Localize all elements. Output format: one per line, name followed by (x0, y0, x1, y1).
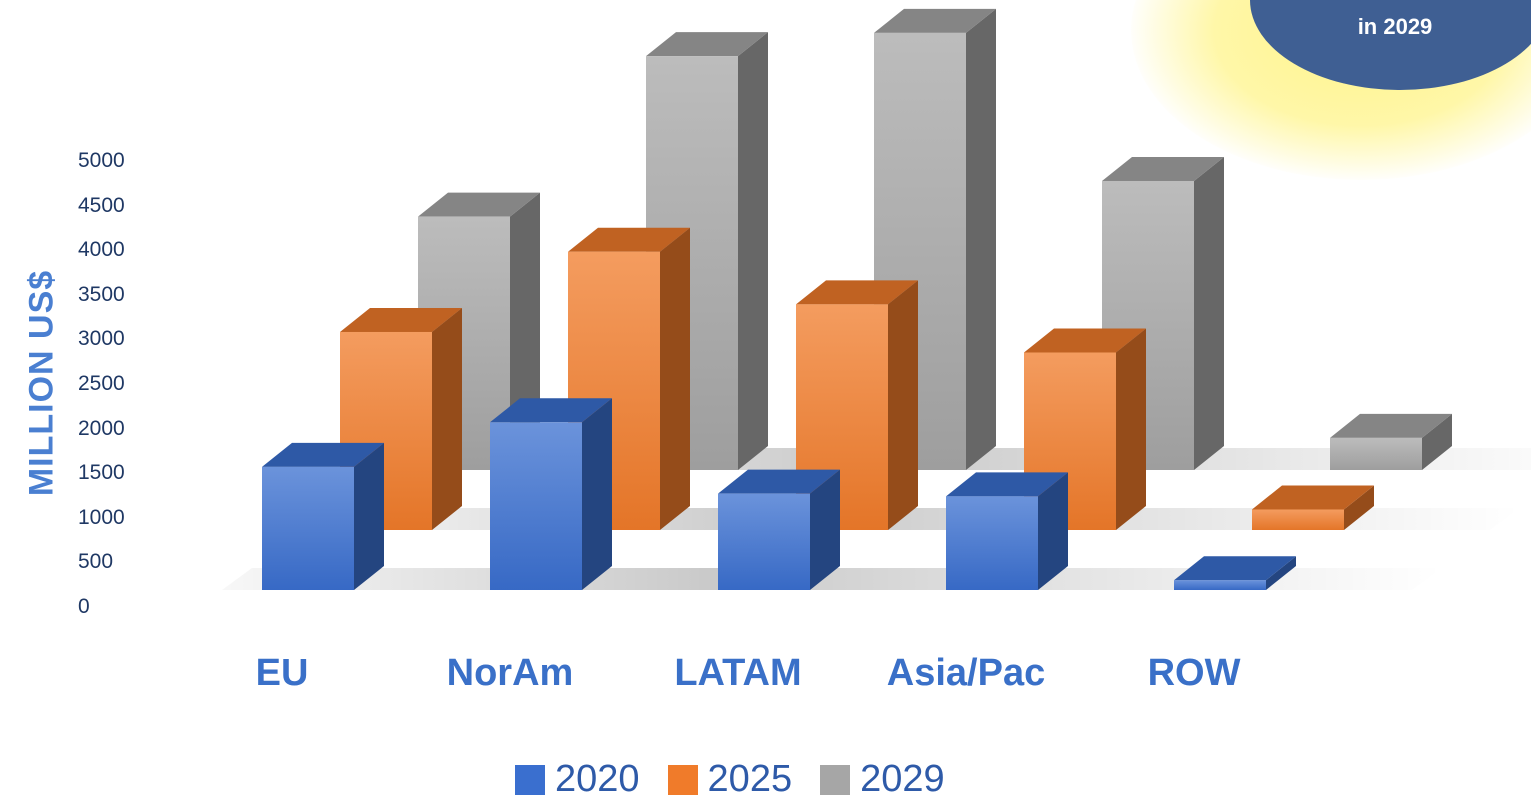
y-tick-label: 4000 (78, 238, 125, 262)
x-category-label: NorAm (446, 652, 574, 694)
y-tick-label: 4500 (78, 193, 125, 217)
bar-2020-ROW (1174, 556, 1296, 590)
legend-swatch-2029 (820, 764, 851, 795)
y-tick-label: 5000 (78, 149, 125, 172)
y-tick-label: 0 (78, 595, 90, 618)
y-tick-label: 3500 (78, 282, 125, 306)
legend-item-2025: 2025 (667, 758, 793, 801)
x-category-label: Asia/Pac (886, 652, 1046, 694)
x-category-label: EU (255, 652, 309, 694)
legend-item-2029: 2029 (820, 758, 945, 801)
bar-2020-EU (262, 442, 384, 590)
bar-2020-NorAm (490, 398, 612, 590)
y-tick-label: 500 (78, 550, 114, 574)
legend: 2020 2025 2029 (515, 758, 945, 801)
legend-swatch-2025 (667, 764, 698, 795)
y-tick-label: 1000 (78, 505, 125, 529)
x-category-label: LATAM (674, 652, 802, 694)
y-tick-label: 2000 (78, 416, 125, 440)
legend-label-2025: 2025 (707, 758, 793, 800)
legend-item-2020: 2020 (515, 758, 640, 801)
legend-label-2020: 2020 (555, 758, 640, 800)
y-tick-label: 3000 (78, 327, 125, 351)
bar-2020-Asia/Pac (946, 472, 1068, 590)
callout-badge-text: in 2029 (1357, 14, 1433, 39)
bar-2025-ROW (1252, 485, 1374, 530)
y-tick-label: 1500 (78, 461, 125, 485)
y-tick-label: 2500 (78, 372, 125, 395)
legend-swatch-2020 (515, 764, 545, 795)
bar-2029-ROW (1330, 413, 1452, 470)
y-axis-label: MILLION US$ (22, 269, 61, 497)
bar-2020-LATAM (718, 469, 840, 590)
legend-label-2029: 2029 (860, 758, 945, 800)
x-category-label: ROW (1147, 652, 1241, 694)
